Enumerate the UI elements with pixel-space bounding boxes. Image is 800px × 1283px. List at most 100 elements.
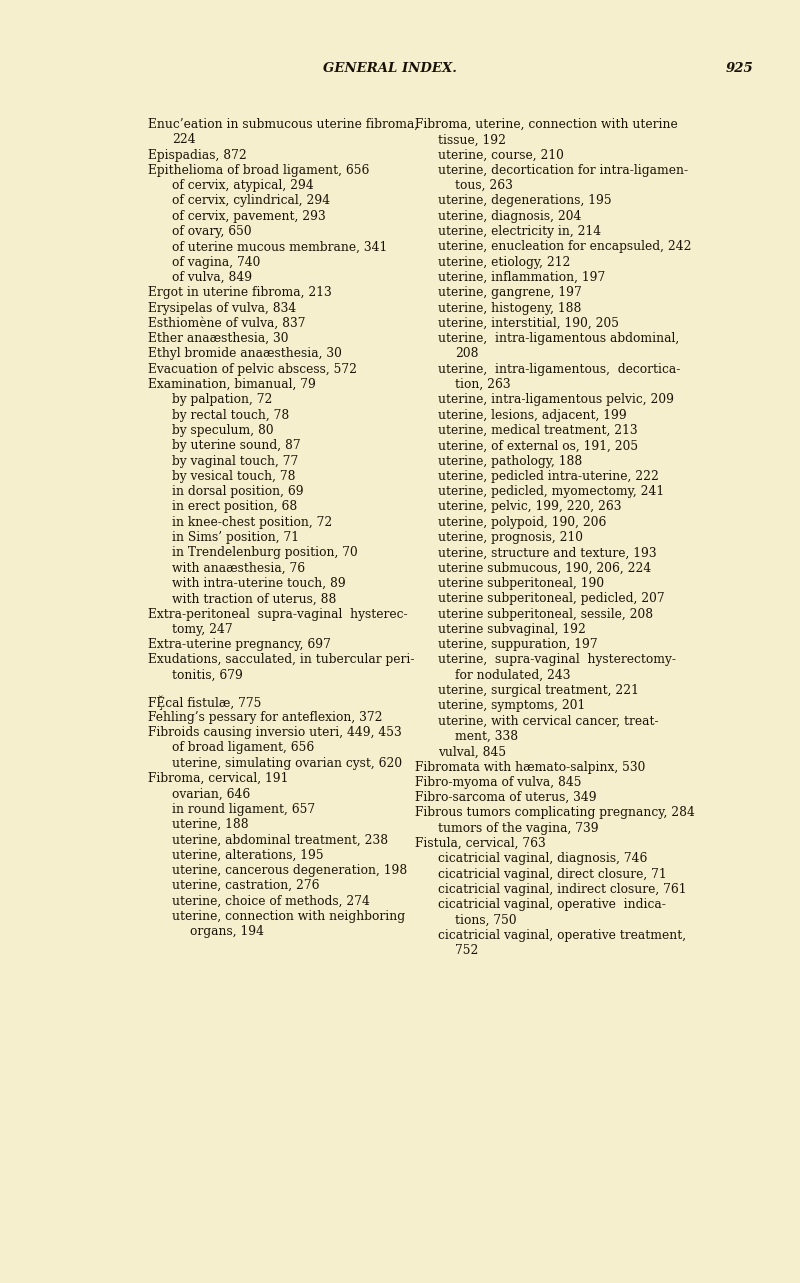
Text: ovarian, 646: ovarian, 646 [172, 788, 250, 801]
Text: in dorsal position, 69: in dorsal position, 69 [172, 485, 304, 498]
Text: uterine, simulating ovarian cyst, 620: uterine, simulating ovarian cyst, 620 [172, 757, 402, 770]
Text: 208: 208 [455, 348, 478, 361]
Text: tissue, 192: tissue, 192 [438, 133, 506, 146]
Text: uterine, histogeny, 188: uterine, histogeny, 188 [438, 302, 582, 314]
Text: cicatricial vaginal, operative  indica-: cicatricial vaginal, operative indica- [438, 898, 666, 911]
Text: uterine, electricity in, 214: uterine, electricity in, 214 [438, 225, 601, 239]
Text: uterine, connection with neighboring: uterine, connection with neighboring [172, 910, 405, 922]
Text: of broad ligament, 656: of broad ligament, 656 [172, 742, 314, 754]
Text: uterine, abdominal treatment, 238: uterine, abdominal treatment, 238 [172, 833, 388, 847]
Text: of ovary, 650: of ovary, 650 [172, 225, 252, 239]
Text: Exudations, sacculated, in tubercular peri-: Exudations, sacculated, in tubercular pe… [148, 653, 414, 666]
Text: uterine, interstitial, 190, 205: uterine, interstitial, 190, 205 [438, 317, 619, 330]
Text: uterine, surgical treatment, 221: uterine, surgical treatment, 221 [438, 684, 639, 697]
Text: Esthiomène of vulva, 837: Esthiomène of vulva, 837 [148, 317, 306, 330]
Text: uterine, pelvic, 199, 220, 263: uterine, pelvic, 199, 220, 263 [438, 500, 622, 513]
Text: uterine subperitoneal, 190: uterine subperitoneal, 190 [438, 577, 604, 590]
Text: by rectal touch, 78: by rectal touch, 78 [172, 409, 290, 422]
Text: in erect position, 68: in erect position, 68 [172, 500, 298, 513]
Text: by vesical touch, 78: by vesical touch, 78 [172, 470, 295, 482]
Text: Examination, bimanual, 79: Examination, bimanual, 79 [148, 378, 316, 391]
Text: Fibrous tumors complicating pregnancy, 284: Fibrous tumors complicating pregnancy, 2… [415, 807, 695, 820]
Text: organs, 194: organs, 194 [190, 925, 264, 938]
Text: tomy, 247: tomy, 247 [172, 624, 233, 636]
Text: of cervix, atypical, 294: of cervix, atypical, 294 [172, 180, 314, 192]
Text: Fehling’s pessary for anteflexion, 372: Fehling’s pessary for anteflexion, 372 [148, 711, 382, 724]
Text: uterine, inflammation, 197: uterine, inflammation, 197 [438, 271, 606, 284]
Text: by palpation, 72: by palpation, 72 [172, 394, 272, 407]
Text: ment, 338: ment, 338 [455, 730, 518, 743]
Text: uterine, lesions, adjacent, 199: uterine, lesions, adjacent, 199 [438, 409, 626, 422]
Text: uterine, etiology, 212: uterine, etiology, 212 [438, 255, 570, 268]
Text: uterine, choice of methods, 274: uterine, choice of methods, 274 [172, 894, 370, 907]
Text: cicatricial vaginal, operative treatment,: cicatricial vaginal, operative treatment… [438, 929, 686, 942]
Text: Fibroids causing inversio uteri, 449, 453: Fibroids causing inversio uteri, 449, 45… [148, 726, 402, 739]
Text: Fibroma, cervical, 191: Fibroma, cervical, 191 [148, 772, 288, 785]
Text: Fibro-myoma of vulva, 845: Fibro-myoma of vulva, 845 [415, 776, 582, 789]
Text: uterine, gangrene, 197: uterine, gangrene, 197 [438, 286, 582, 299]
Text: cicatricial vaginal, indirect closure, 761: cicatricial vaginal, indirect closure, 7… [438, 883, 686, 896]
Text: Ether anaæsthesia, 30: Ether anaæsthesia, 30 [148, 332, 289, 345]
Text: vulval, 845: vulval, 845 [438, 745, 506, 758]
Text: uterine subperitoneal, sessile, 208: uterine subperitoneal, sessile, 208 [438, 608, 653, 621]
Text: uterine, castration, 276: uterine, castration, 276 [172, 879, 319, 892]
Text: Enuc’eation in submucous uterine fibroma,: Enuc’eation in submucous uterine fibroma… [148, 118, 418, 131]
Text: with traction of uterus, 88: with traction of uterus, 88 [172, 593, 336, 606]
Text: GENERAL INDEX.: GENERAL INDEX. [323, 62, 457, 74]
Text: in Sims’ position, 71: in Sims’ position, 71 [172, 531, 299, 544]
Text: tous, 263: tous, 263 [455, 180, 513, 192]
Text: cicatricial vaginal, direct closure, 71: cicatricial vaginal, direct closure, 71 [438, 867, 666, 880]
Text: uterine, polypoid, 190, 206: uterine, polypoid, 190, 206 [438, 516, 606, 529]
Text: uterine,  intra-ligamentous abdominal,: uterine, intra-ligamentous abdominal, [438, 332, 679, 345]
Text: by speculum, 80: by speculum, 80 [172, 423, 274, 438]
Text: uterine, degenerations, 195: uterine, degenerations, 195 [438, 195, 612, 208]
Text: uterine, with cervical cancer, treat-: uterine, with cervical cancer, treat- [438, 715, 658, 727]
Text: FḜcal fistulæ, 775: FḜcal fistulæ, 775 [148, 695, 262, 709]
Text: by vaginal touch, 77: by vaginal touch, 77 [172, 454, 298, 467]
Text: Fistula, cervical, 763: Fistula, cervical, 763 [415, 837, 546, 851]
Text: Epithelioma of broad ligament, 656: Epithelioma of broad ligament, 656 [148, 164, 370, 177]
Text: Evacuation of pelvic abscess, 572: Evacuation of pelvic abscess, 572 [148, 363, 357, 376]
Text: 925: 925 [726, 62, 754, 74]
Text: uterine, suppuration, 197: uterine, suppuration, 197 [438, 638, 598, 652]
Text: tion, 263: tion, 263 [455, 378, 510, 391]
Text: with anaæsthesia, 76: with anaæsthesia, 76 [172, 562, 305, 575]
Text: uterine, pedicled, myomectomy, 241: uterine, pedicled, myomectomy, 241 [438, 485, 664, 498]
Text: uterine, pedicled intra-uterine, 222: uterine, pedicled intra-uterine, 222 [438, 470, 659, 482]
Text: Ethyl bromide anaæsthesia, 30: Ethyl bromide anaæsthesia, 30 [148, 348, 342, 361]
Text: uterine, enucleation for encapsuled, 242: uterine, enucleation for encapsuled, 242 [438, 240, 691, 254]
Text: 224: 224 [172, 133, 196, 146]
Text: cicatricial vaginal, diagnosis, 746: cicatricial vaginal, diagnosis, 746 [438, 852, 647, 866]
Text: Fibromata with hæmato-salpinx, 530: Fibromata with hæmato-salpinx, 530 [415, 761, 646, 774]
Text: of vulva, 849: of vulva, 849 [172, 271, 252, 284]
Text: uterine, 188: uterine, 188 [172, 819, 249, 831]
Text: uterine, alterations, 195: uterine, alterations, 195 [172, 848, 324, 862]
Text: uterine, structure and texture, 193: uterine, structure and texture, 193 [438, 547, 657, 559]
Text: uterine, course, 210: uterine, course, 210 [438, 149, 564, 162]
Text: Epispadias, 872: Epispadias, 872 [148, 149, 246, 162]
Text: of uterine mucous membrane, 341: of uterine mucous membrane, 341 [172, 240, 387, 254]
Text: uterine, prognosis, 210: uterine, prognosis, 210 [438, 531, 583, 544]
Text: of cervix, cylindrical, 294: of cervix, cylindrical, 294 [172, 195, 330, 208]
Text: Erysipelas of vulva, 834: Erysipelas of vulva, 834 [148, 302, 296, 314]
Text: uterine,  supra-vaginal  hysterectomy-: uterine, supra-vaginal hysterectomy- [438, 653, 676, 666]
Text: of vagina, 740: of vagina, 740 [172, 255, 260, 268]
Text: 752: 752 [455, 944, 478, 957]
Text: uterine, medical treatment, 213: uterine, medical treatment, 213 [438, 423, 638, 438]
Text: tumors of the vagina, 739: tumors of the vagina, 739 [438, 822, 598, 835]
Text: tions, 750: tions, 750 [455, 913, 517, 926]
Text: uterine subvaginal, 192: uterine subvaginal, 192 [438, 624, 586, 636]
Text: Extra-uterine pregnancy, 697: Extra-uterine pregnancy, 697 [148, 638, 331, 652]
Text: uterine, decortication for intra-ligamen-: uterine, decortication for intra-ligamen… [438, 164, 688, 177]
Text: uterine subperitoneal, pedicled, 207: uterine subperitoneal, pedicled, 207 [438, 593, 665, 606]
Text: Ergot in uterine fibroma, 213: Ergot in uterine fibroma, 213 [148, 286, 332, 299]
Text: in knee-chest position, 72: in knee-chest position, 72 [172, 516, 332, 529]
Text: Fibro-sarcoma of uterus, 349: Fibro-sarcoma of uterus, 349 [415, 792, 597, 804]
Text: tonitis, 679: tonitis, 679 [172, 668, 243, 681]
Text: by uterine sound, 87: by uterine sound, 87 [172, 439, 301, 453]
Text: uterine submucous, 190, 206, 224: uterine submucous, 190, 206, 224 [438, 562, 651, 575]
Text: of cervix, pavement, 293: of cervix, pavement, 293 [172, 210, 326, 223]
Text: Extra-peritoneal  supra-vaginal  hysterec-: Extra-peritoneal supra-vaginal hysterec- [148, 608, 408, 621]
Text: for nodulated, 243: for nodulated, 243 [455, 668, 570, 681]
Text: in Trendelenburg position, 70: in Trendelenburg position, 70 [172, 547, 358, 559]
